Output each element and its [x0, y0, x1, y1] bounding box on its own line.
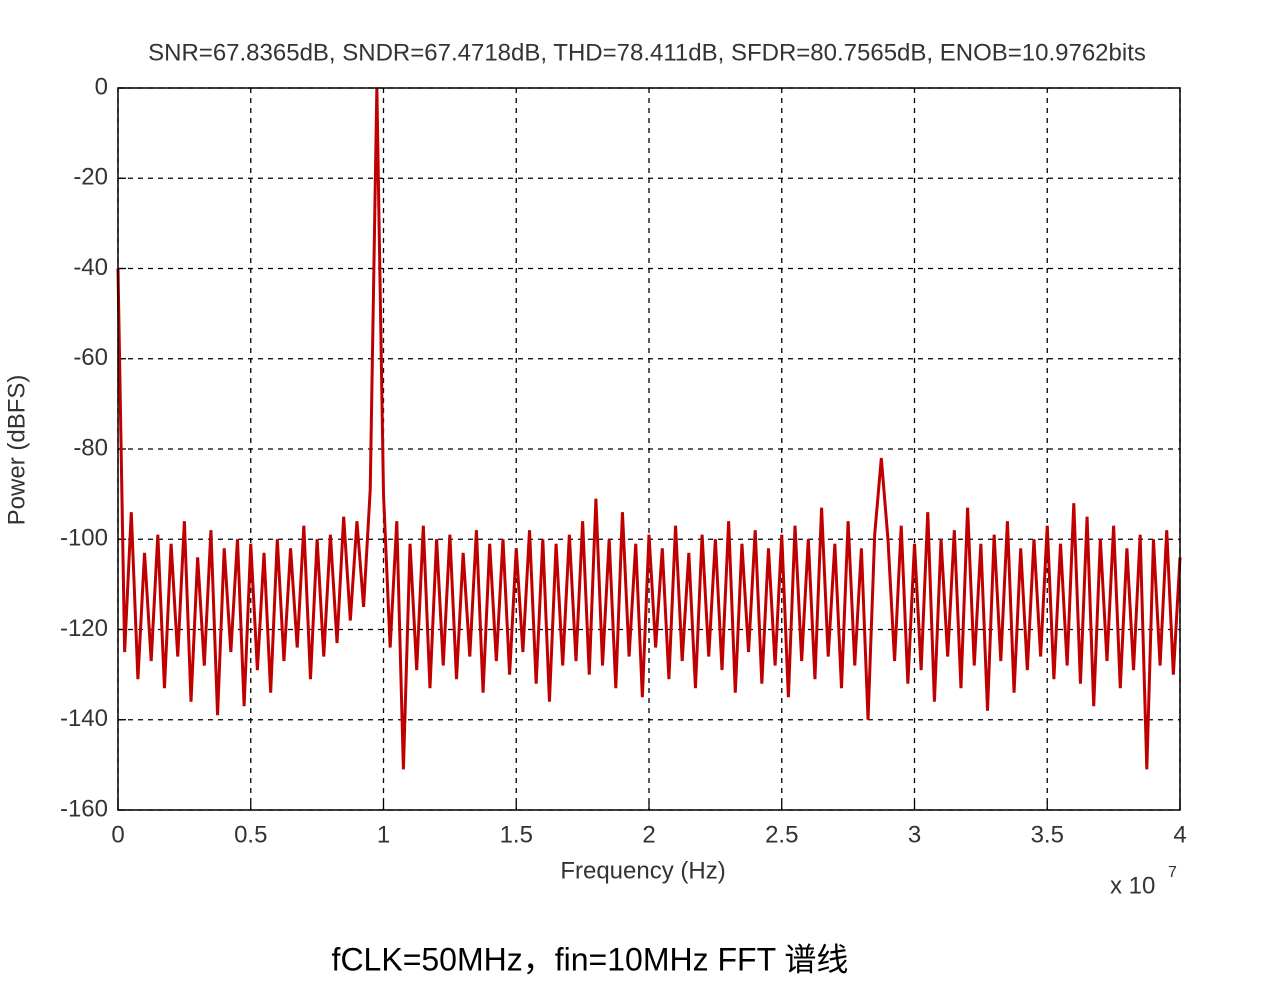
- y-tick-label: -140: [60, 705, 108, 732]
- chart-title: SNR=67.8365dB, SNDR=67.4718dB, THD=78.41…: [148, 39, 1146, 66]
- y-axis-label: Power (dBFS): [3, 375, 30, 526]
- x-tick-label: 2: [642, 821, 655, 848]
- y-tick-label: -120: [60, 615, 108, 642]
- y-tick-label: -60: [73, 344, 108, 371]
- y-tick-label: 0: [95, 73, 108, 100]
- x-multiplier-exponent: 7: [1168, 864, 1177, 881]
- x-tick-label: 0: [111, 821, 124, 848]
- x-tick-label: 3.5: [1031, 821, 1064, 848]
- x-axis-label: Frequency (Hz): [560, 857, 725, 884]
- y-tick-label: -100: [60, 525, 108, 552]
- x-tick-label: 0.5: [234, 821, 267, 848]
- spectrum-line: [116, 87, 1182, 770]
- caption: fCLK=50MHz，fin=10MHz FFT 谱线: [332, 941, 849, 977]
- x-tick-label: 1: [377, 821, 390, 848]
- x-tick-label: 4: [1173, 821, 1186, 848]
- x-tick-label: 1.5: [500, 821, 533, 848]
- y-tick-label: -80: [73, 434, 108, 461]
- x-tick-label: 3: [908, 821, 921, 848]
- plot-frame: [117, 87, 1181, 811]
- y-tick-label: -160: [60, 795, 108, 822]
- x-tick-label: 2.5: [765, 821, 798, 848]
- y-tick-label: -20: [73, 164, 108, 191]
- y-tick-label: -40: [73, 254, 108, 281]
- x-multiplier: x 10: [1110, 872, 1155, 899]
